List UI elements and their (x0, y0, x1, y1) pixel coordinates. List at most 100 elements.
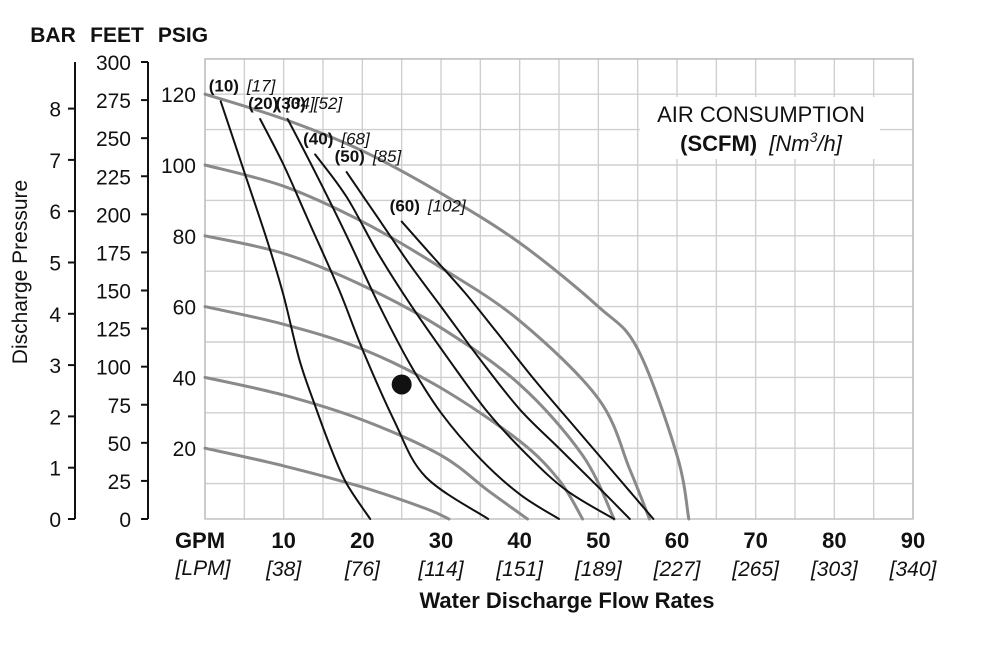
x-tick-gpm: 90 (901, 528, 925, 553)
y-axis-title: Discharge Pressure (9, 180, 32, 364)
legend-units-sup: 3 (810, 129, 818, 145)
feet-axis-header: FEET (90, 24, 144, 47)
bar-tick-label: 3 (49, 355, 61, 378)
feet-tick-label: 225 (96, 166, 131, 189)
air-curve-label-60: (60) [102] (390, 197, 467, 216)
feet-axis-ticks: 0 25 50 75 100 125 150 175 200 225 250 275 300 (96, 52, 148, 532)
x-tick-gpm: 50 (586, 528, 610, 553)
legend-box (640, 97, 880, 159)
pressure-curve-100psig (203, 163, 651, 521)
air-curve-scfm-label: (60) (390, 197, 420, 216)
air-curve-label-10: (10) [17] (209, 76, 277, 95)
bar-tick-label: 5 (49, 253, 61, 276)
x-tick-lpm: [189] (574, 558, 623, 581)
air-curve-scfm-label: (50) (335, 147, 365, 166)
air-curve-50scfm (345, 171, 631, 520)
psig-axis-header: PSIG (158, 24, 208, 47)
legend-units: (SCFM) [Nm3/h] (680, 129, 843, 156)
air-curve-label-30: (30) [52] (276, 94, 344, 113)
legend-units-nm3h: [Nm (768, 131, 809, 156)
feet-tick-label: 50 (108, 433, 131, 456)
bar-tick-label: 2 (49, 406, 61, 429)
x-tick-lpm: [340] (889, 558, 938, 581)
air-curve-30scfm (286, 118, 560, 520)
x-tick-gpm: 70 (743, 528, 767, 553)
air-curve-scfm-label: (30) (276, 94, 306, 113)
pressure-curve-120psig (203, 92, 691, 521)
pressure-curves (203, 92, 691, 521)
x-tick-lpm: [265] (731, 558, 780, 581)
x-axis-title: Water Discharge Flow Rates (419, 588, 714, 613)
air-curve-40scfm (314, 153, 616, 520)
feet-tick-label: 200 (96, 204, 131, 227)
feet-tick-label: 300 (96, 52, 131, 75)
air-curve-nm3h-label: [102] (427, 197, 467, 216)
x-tick-lpm: [76] (344, 558, 381, 581)
x-tick-lpm: [303] (810, 558, 859, 581)
x-tick-lpm: [151] (495, 558, 544, 581)
x-tick-gpm: 20 (350, 528, 374, 553)
x-tick-gpm: 40 (507, 528, 531, 553)
air-curve-scfm-label: (40) (303, 129, 333, 148)
bar-tick-label: 6 (49, 201, 61, 224)
feet-tick-label: 175 (96, 242, 131, 265)
x-tick-lpm: [38] (265, 558, 302, 581)
air-curve-nm3h-label: [85] (372, 147, 403, 166)
x-axis-ticks: 10 [38] 20 [76] 30 [114] 40 [151] 50 [189] 60 [227]… (265, 528, 937, 581)
air-curve-label-50: (50) [85] (335, 147, 403, 166)
x-tick-lpm: [227] (653, 558, 702, 581)
air-curve-label-40: (40) [68] (303, 129, 371, 148)
bar-tick-label: 1 (49, 458, 61, 481)
feet-tick-label: 250 (96, 128, 131, 151)
air-curve-label-20: (20) [34] (248, 94, 316, 113)
psig-tick-label: 100 (161, 155, 196, 178)
psig-tick-label: 20 (173, 438, 196, 461)
legend-title: AIR CONSUMPTION (657, 102, 865, 127)
air-curve-nm3h-label: [52] (313, 94, 344, 113)
x-tick-gpm: 10 (271, 528, 295, 553)
air-curve-10scfm (219, 100, 372, 520)
feet-tick-label: 125 (96, 319, 131, 342)
air-curve-nm3h-label: [68] (340, 129, 371, 148)
legend-units-scfm: (SCFM) (680, 131, 757, 156)
feet-tick-label: 25 (108, 471, 131, 494)
psig-tick-label: 80 (173, 226, 196, 249)
operating-point-layer (391, 374, 412, 395)
x-tick-gpm: 30 (429, 528, 453, 553)
bar-tick-label: 4 (49, 304, 61, 327)
pressure-curve-20psig (203, 446, 451, 521)
x-tick-gpm: 80 (822, 528, 846, 553)
pressure-curve-80psig (203, 234, 616, 521)
air-curve-nm3h-label: [34] (285, 94, 316, 113)
feet-tick-label: 275 (96, 90, 131, 113)
x-unit-lpm: [LPM] (175, 557, 232, 580)
air-consumption-curves: (10) [17](20) [34](30) [52] (40) [68](50) [85]… (209, 76, 655, 520)
feet-tick-label: 0 (119, 509, 131, 532)
bar-tick-label: 8 (49, 99, 61, 122)
feet-tick-label: 75 (108, 395, 131, 418)
bar-axis-ticks: 0 1 2 3 4 5 6 7 8 (49, 99, 75, 532)
x-tick-lpm: [114] (417, 558, 464, 581)
x-unit-gpm: GPM (175, 528, 225, 553)
pressure-curve-60psig (203, 305, 585, 521)
psig-tick-label: 40 (173, 367, 196, 390)
air-curve-scfm-label: (20) (248, 94, 278, 113)
feet-tick-label: 100 (96, 357, 131, 380)
pressure-curve-40psig (203, 375, 529, 521)
bar-tick-label: 0 (49, 509, 61, 532)
legend-units-tail: /h] (815, 131, 842, 156)
psig-tick-label: 60 (173, 297, 196, 320)
air-curve-nm3h-label: [17] (246, 76, 277, 95)
air-curve-scfm-label: (10) (209, 76, 239, 95)
bar-axis-header: BAR (30, 24, 76, 47)
bar-tick-label: 7 (49, 150, 61, 173)
psig-tick-label: 120 (161, 84, 196, 107)
air-curve-20scfm (259, 118, 490, 520)
x-tick-gpm: 60 (665, 528, 689, 553)
air-curve-60scfm (400, 220, 655, 520)
feet-tick-label: 150 (96, 281, 131, 304)
psig-axis-ticks: 20 40 60 80 100 120 (161, 84, 196, 461)
grid (204, 58, 914, 520)
